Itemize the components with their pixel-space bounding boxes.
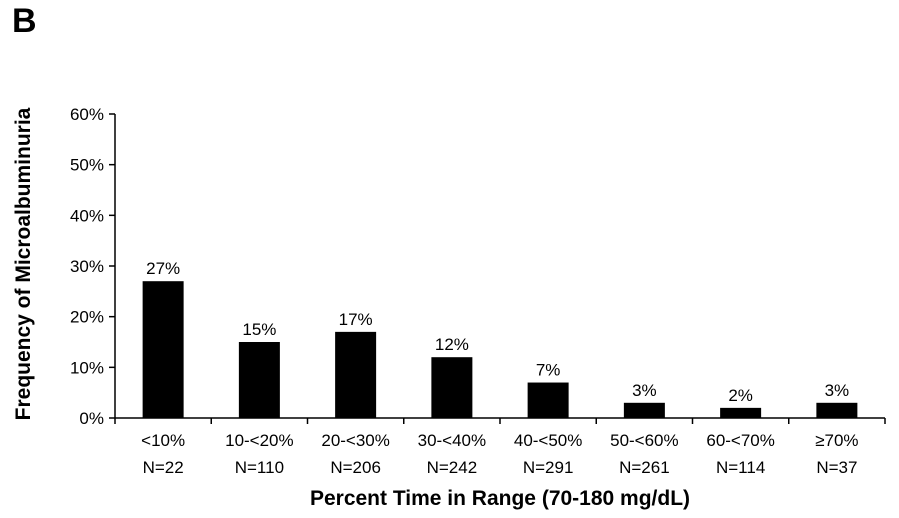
bars <box>142 281 858 418</box>
data-label: 7% <box>536 361 561 380</box>
x-tick-label: 40-<50% <box>514 431 583 450</box>
panel-letter: B <box>12 2 37 40</box>
x-tick-count: N=261 <box>619 458 670 477</box>
x-tick-count: N=242 <box>427 458 478 477</box>
axes <box>109 113 886 424</box>
x-tick-count: N=37 <box>816 458 857 477</box>
x-tick-label: 50-<60% <box>610 431 679 450</box>
x-tick-label: ≥70% <box>815 431 858 450</box>
bar <box>720 407 762 418</box>
y-tick-label: 40% <box>70 206 104 225</box>
y-tick-label: 0% <box>79 409 104 428</box>
y-tick-label: 30% <box>70 257 104 276</box>
y-tick-label: 10% <box>70 358 104 377</box>
x-tick-count: N=110 <box>235 458 284 477</box>
x-tick-count: N=22 <box>143 458 184 477</box>
data-label: 12% <box>435 335 469 354</box>
data-label: 15% <box>242 320 276 339</box>
x-tick-label: 30-<40% <box>418 431 487 450</box>
data-label: 27% <box>146 259 180 278</box>
bar <box>623 402 665 418</box>
data-label: 17% <box>339 310 373 329</box>
x-tick-label: 10-<20% <box>225 431 294 450</box>
x-axis-title: Percent Time in Range (70-180 mg/dL) <box>310 487 690 510</box>
x-tick-label: <10% <box>141 431 185 450</box>
data-label: 3% <box>632 381 657 400</box>
y-axis-title: Frequency of Microalbuminuria <box>12 107 35 420</box>
x-tick-count: N=291 <box>523 458 574 477</box>
y-tick-label: 50% <box>70 156 104 175</box>
x-tick-count: N=114 <box>716 458 765 477</box>
data-label: 3% <box>825 381 850 400</box>
y-tick-label: 60% <box>70 105 104 124</box>
bar <box>142 281 184 418</box>
bar <box>816 402 858 418</box>
bar <box>335 331 377 418</box>
data-label: 2% <box>728 386 753 405</box>
labels: 0% 10% 20% 30% 40% 50% 60% 27% <10% N=22 15% 10-<20… <box>70 105 859 477</box>
x-tick-label: 60-<70% <box>706 431 775 450</box>
x-tick-count: N=206 <box>330 458 381 477</box>
bar <box>238 342 280 418</box>
bar <box>431 357 473 418</box>
x-tick-label: 20-<30% <box>321 431 390 450</box>
y-tick-label: 20% <box>70 308 104 327</box>
bar <box>527 382 569 418</box>
